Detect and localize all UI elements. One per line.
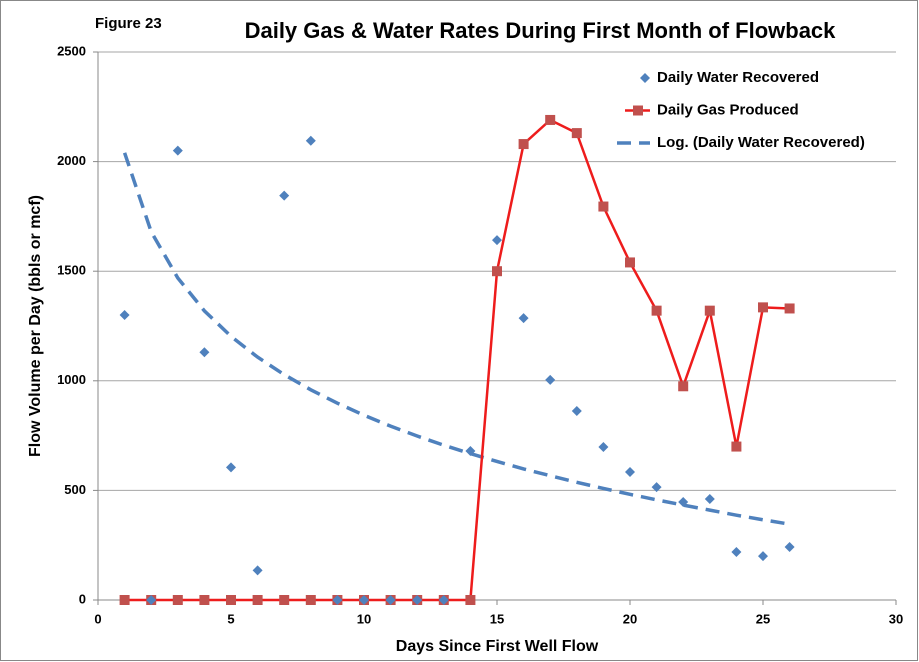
water-point: [731, 546, 742, 557]
y-tick-label: 500: [64, 482, 86, 497]
gas-point: [571, 128, 582, 139]
gas-point: [545, 114, 556, 125]
gas-point: [758, 302, 768, 313]
water-point: [598, 441, 609, 452]
legend-marker: [640, 73, 650, 83]
water-point: [465, 445, 476, 456]
gas-point: [172, 595, 183, 605]
gas-point: [279, 595, 290, 605]
water-point: [146, 595, 157, 605]
gas-point: [518, 139, 529, 150]
gas-point: [119, 595, 130, 605]
water-point: [359, 595, 369, 605]
x-axis-label: Days Since First Well Flow: [396, 638, 599, 655]
water-point: [199, 347, 210, 358]
gas-point: [704, 305, 715, 316]
x-tick-label: 30: [889, 611, 903, 626]
y-tick-label: 1500: [57, 263, 86, 278]
legend-label: Daily Water Recovered: [657, 69, 819, 86]
water-point: [571, 406, 582, 417]
chart-title: Daily Gas & Water Rates During First Mon…: [245, 18, 837, 43]
x-tick-label: 15: [490, 611, 504, 626]
gas-point: [731, 441, 742, 452]
legend-label: Log. (Daily Water Recovered): [657, 134, 865, 151]
water-point: [172, 145, 183, 156]
water-point: [518, 313, 529, 324]
gas-point: [784, 303, 795, 314]
gas-point: [465, 595, 476, 605]
gas-point: [199, 595, 210, 605]
x-tick-label: 20: [623, 611, 637, 626]
y-tick-label: 0: [79, 591, 86, 606]
gas-point: [305, 595, 316, 605]
gas-point: [625, 257, 635, 268]
gas-point: [252, 595, 263, 605]
water-point: [758, 551, 768, 562]
water-point: [412, 595, 423, 605]
y-tick-label: 1000: [57, 372, 86, 387]
water-point: [704, 493, 715, 504]
legend-label: Daily Gas Produced: [657, 101, 799, 118]
legend-marker: [633, 105, 643, 116]
figure-label: Figure 23: [95, 15, 162, 32]
water-point: [545, 374, 556, 385]
water-point: [678, 497, 689, 508]
y-axis-label: Flow Volume per Day (bbls or mcf): [27, 195, 44, 457]
water-point: [784, 541, 795, 552]
x-tick-label: 25: [756, 611, 770, 626]
water-point: [492, 235, 502, 246]
gas-point: [651, 305, 662, 316]
gas-point: [678, 381, 689, 392]
x-tick-label: 0: [94, 611, 101, 626]
water-point: [651, 482, 662, 493]
water-point: [385, 595, 396, 605]
water-point: [119, 310, 130, 321]
gas-point: [226, 595, 236, 605]
gas-point: [492, 266, 502, 277]
gas-point: [598, 201, 609, 212]
x-tick-label: 5: [227, 611, 234, 626]
x-tick-label: 10: [357, 611, 371, 626]
water-point: [252, 565, 263, 576]
water-point: [625, 466, 635, 477]
trend-line: [122, 152, 790, 526]
water-point: [279, 190, 290, 201]
y-tick-label: 2500: [57, 43, 86, 58]
y-tick-label: 2000: [57, 153, 86, 168]
water-point: [305, 135, 316, 146]
water-point: [226, 462, 236, 473]
water-point: [438, 595, 449, 605]
water-point: [332, 595, 343, 605]
